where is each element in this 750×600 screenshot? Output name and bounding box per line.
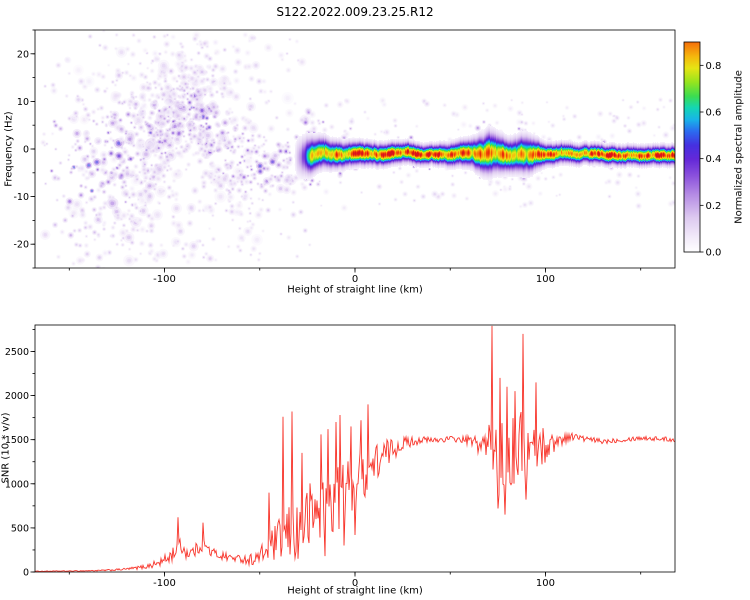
bottom-x-axis-label: Height of straight line (km) <box>287 585 423 597</box>
colorbar-label: Normalized spectral amplitude <box>733 70 745 224</box>
bottom-y-axis-label: SNR (10 * v/v) <box>0 412 12 484</box>
figure-title: S122.2022.009.23.25.R12 <box>276 5 434 19</box>
top-x-axis-label: Height of straight line (km) <box>287 284 423 296</box>
top-y-axis-label: Frequency (Hz) <box>3 111 15 187</box>
